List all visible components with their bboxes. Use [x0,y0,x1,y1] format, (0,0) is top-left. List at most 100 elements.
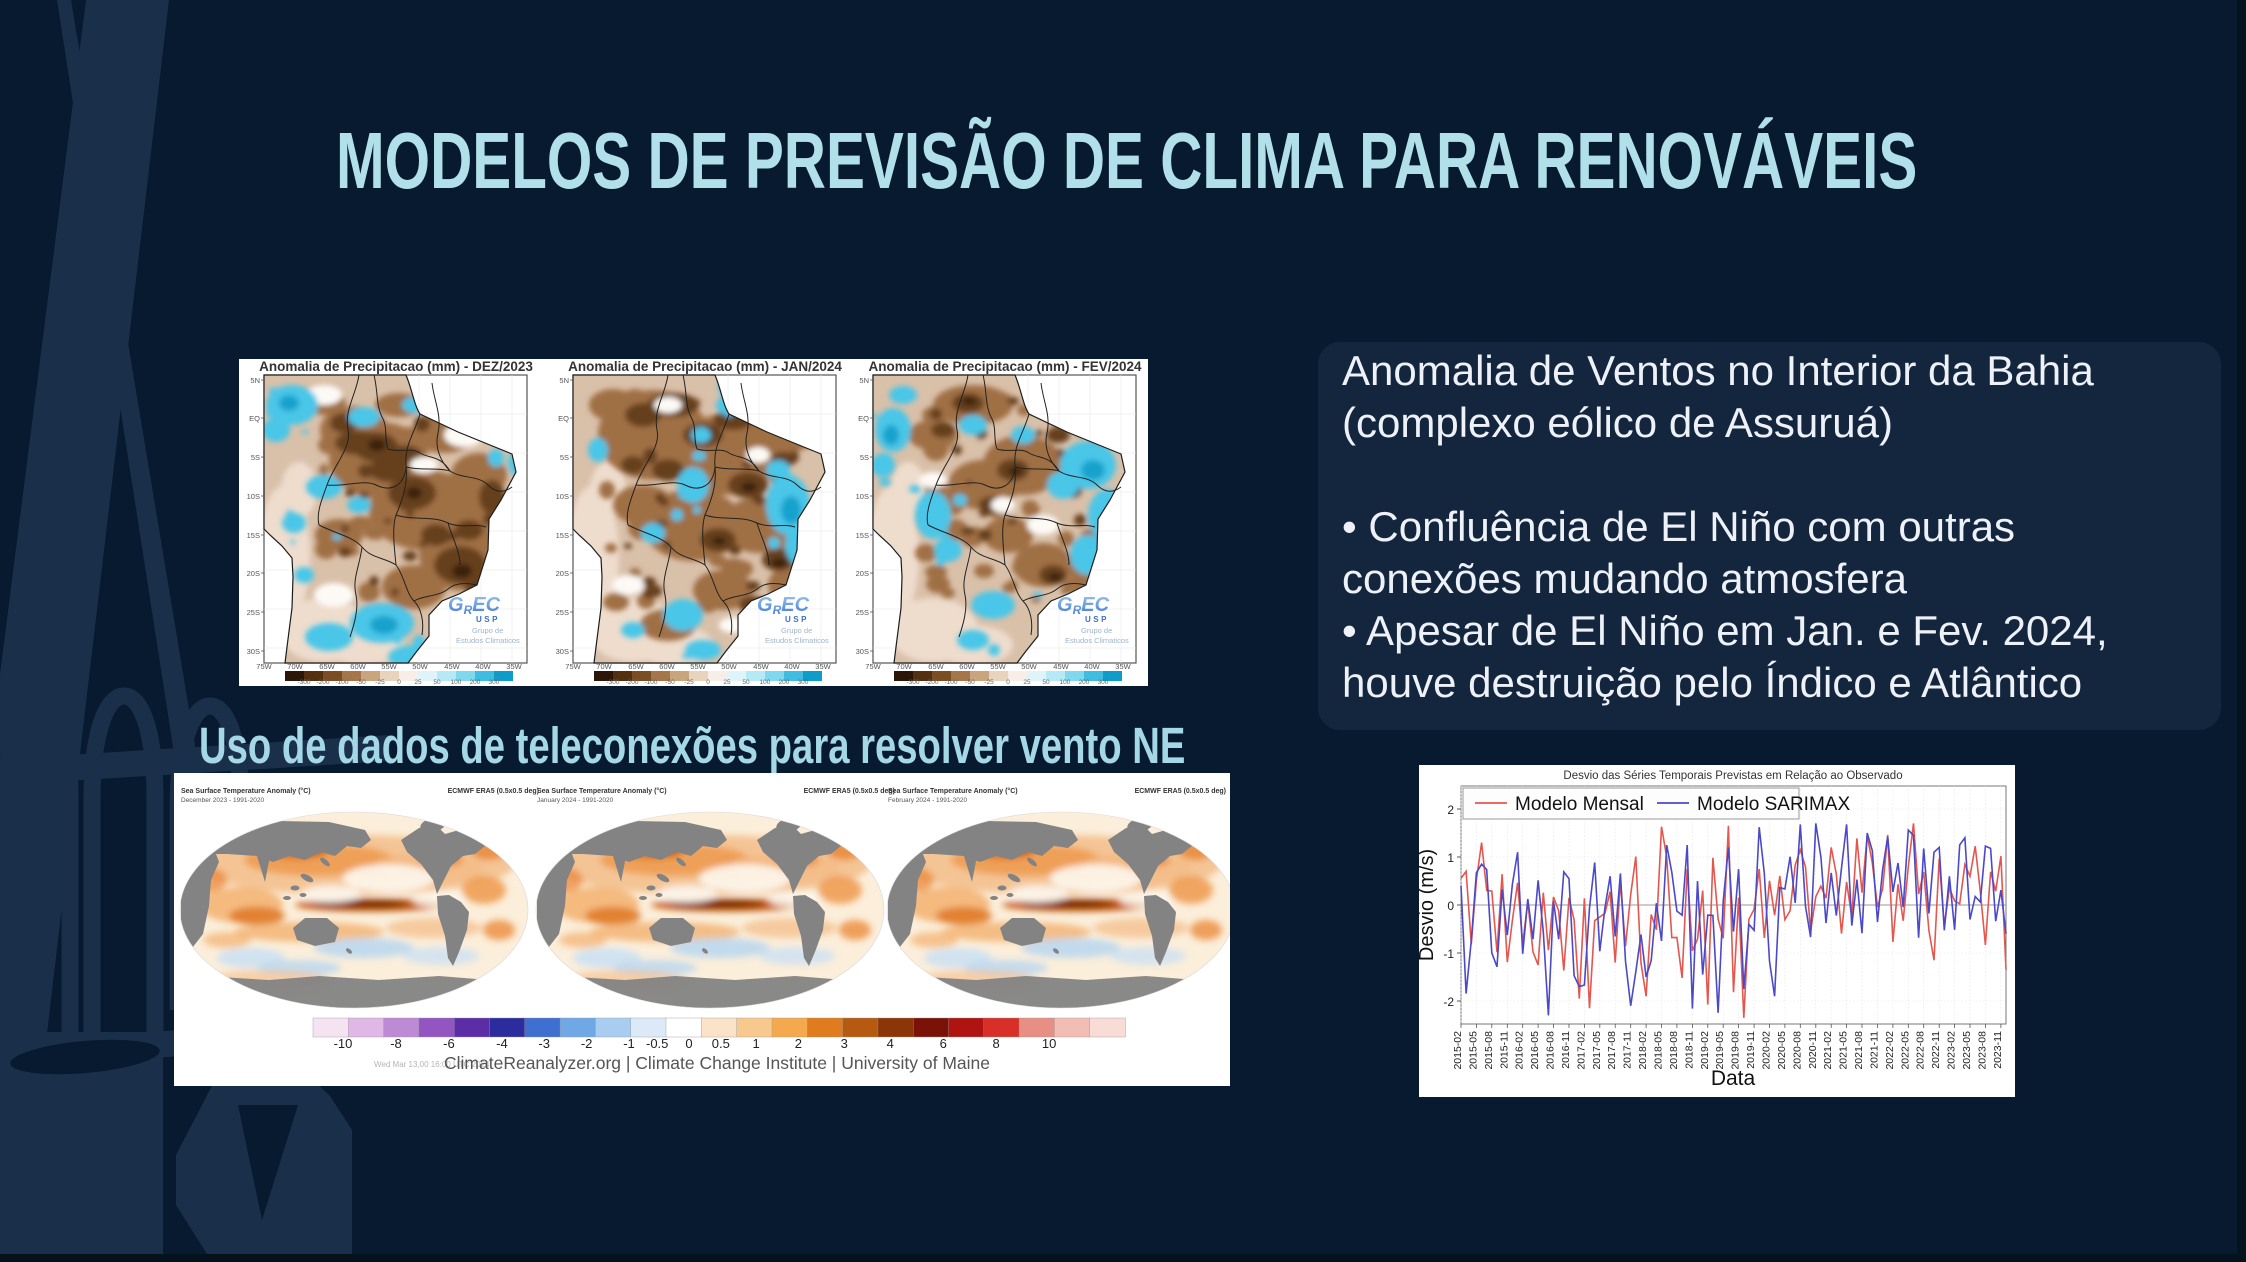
svg-text:Sea Surface Temperature Anomal: Sea Surface Temperature Anomaly (°C) [537,787,667,795]
svg-text:-2: -2 [1443,995,1454,1009]
svg-text:2023-08: 2023-08 [1976,1031,1988,1070]
svg-text:25: 25 [414,679,422,686]
svg-text:2018-02: 2018-02 [1637,1031,1649,1070]
svg-text:ECMWF ERA5 (0.5x0.5 deg): ECMWF ERA5 (0.5x0.5 deg) [448,788,539,795]
svg-text:ClimateReanalyzer.org | Climat: ClimateReanalyzer.org | Climate Change I… [444,1053,990,1073]
svg-text:2018-08: 2018-08 [1668,1031,1680,1070]
svg-text:2: 2 [795,1036,802,1051]
svg-text:25: 25 [723,679,731,686]
svg-text:200: 200 [1079,679,1090,686]
svg-text:-50: -50 [665,679,675,686]
svg-text:Wed Mar 13,00 16:00 UTC 2024: Wed Mar 13,00 16:00 UTC 2024 [374,1060,490,1069]
svg-text:-8: -8 [390,1036,402,1051]
svg-text:Modelo Mensal: Modelo Mensal [1515,794,1644,815]
svg-text:2015-02: 2015-02 [1452,1031,1464,1070]
svg-text:200: 200 [779,679,790,686]
svg-text:-2: -2 [581,1036,593,1051]
svg-text:2015-08: 2015-08 [1483,1031,1495,1070]
svg-text:2019-05: 2019-05 [1714,1031,1726,1070]
svg-text:3: 3 [841,1036,848,1051]
svg-text:8: 8 [992,1036,999,1051]
svg-text:2019-11: 2019-11 [1745,1031,1757,1069]
svg-text:1: 1 [1447,851,1454,865]
svg-text:Anomalia de Precipitacao (mm): Anomalia de Precipitacao (mm) - JAN/2024 [568,359,842,374]
svg-text:0: 0 [1006,679,1010,686]
svg-text:2022-08: 2022-08 [1915,1031,1927,1070]
svg-text:-6: -6 [443,1036,455,1051]
svg-text:2017-02: 2017-02 [1575,1031,1587,1070]
svg-text:-25: -25 [984,679,994,686]
svg-text:200: 200 [470,679,481,686]
svg-text:-25: -25 [684,679,694,686]
svg-text:-10: -10 [334,1036,353,1051]
svg-text:2018-05: 2018-05 [1653,1031,1665,1070]
svg-text:ECMWF ERA5 (0.5x0.5 deg): ECMWF ERA5 (0.5x0.5 deg) [804,788,895,795]
svg-text:2023-11: 2023-11 [1992,1031,2004,1069]
svg-text:-200: -200 [625,679,638,686]
svg-text:Anomalia de Precipitacao (mm): Anomalia de Precipitacao (mm) - FEV/2024 [868,359,1142,374]
svg-text:December 2023 - 1991-2020: December 2023 - 1991-2020 [181,797,264,804]
svg-text:February 2024 - 1991-2020: February 2024 - 1991-2020 [888,797,968,804]
svg-text:Sea Surface Temperature Anomal: Sea Surface Temperature Anomaly (°C) [181,787,311,795]
svg-text:-50: -50 [965,679,975,686]
svg-text:-200: -200 [925,679,938,686]
svg-text:2020-05: 2020-05 [1776,1031,1788,1070]
svg-text:-0.5: -0.5 [646,1036,668,1051]
svg-text:-50: -50 [356,679,366,686]
svg-text:-300: -300 [606,679,619,686]
svg-text:2019-02: 2019-02 [1699,1031,1711,1070]
svg-text:-100: -100 [644,679,657,686]
svg-text:2016-11: 2016-11 [1560,1031,1572,1069]
svg-text:100: 100 [760,679,771,686]
svg-text:2016-05: 2016-05 [1529,1031,1541,1070]
svg-text:2023-05: 2023-05 [1961,1031,1973,1070]
svg-text:2022-05: 2022-05 [1899,1031,1911,1070]
svg-text:-300: -300 [297,679,310,686]
svg-text:Desvio das Séries Temporais Pr: Desvio das Séries Temporais Previstas em… [1563,770,1902,782]
svg-text:10: 10 [1042,1036,1056,1051]
svg-text:2018-11: 2018-11 [1683,1031,1695,1069]
svg-text:2023-02: 2023-02 [1946,1031,1958,1070]
svg-text:Desvio (m/s): Desvio (m/s) [1419,849,1438,961]
svg-text:January 2024 - 1991-2020: January 2024 - 1991-2020 [537,797,614,804]
svg-text:-1: -1 [1443,947,1454,961]
svg-text:2022-11: 2022-11 [1930,1031,1942,1069]
svg-text:6: 6 [940,1036,947,1051]
svg-text:4: 4 [887,1036,894,1051]
svg-text:100: 100 [451,679,462,686]
svg-text:-200: -200 [316,679,329,686]
svg-text:50: 50 [742,679,750,686]
svg-text:100: 100 [1060,679,1071,686]
svg-text:2016-02: 2016-02 [1514,1031,1526,1070]
svg-text:2021-02: 2021-02 [1822,1031,1834,1070]
svg-text:0: 0 [706,679,710,686]
svg-text:0.5: 0.5 [712,1036,730,1051]
svg-text:2016-08: 2016-08 [1545,1031,1557,1070]
svg-text:2021-08: 2021-08 [1853,1031,1865,1070]
svg-text:300: 300 [489,679,500,686]
svg-text:25: 25 [1023,679,1031,686]
svg-text:Modelo SARIMAX: Modelo SARIMAX [1697,794,1850,815]
svg-text:Sea Surface Temperature Anomal: Sea Surface Temperature Anomaly (°C) [888,787,1018,795]
svg-text:2020-08: 2020-08 [1791,1031,1803,1070]
svg-text:50: 50 [433,679,441,686]
svg-text:-300: -300 [906,679,919,686]
svg-text:2020-02: 2020-02 [1761,1031,1773,1070]
svg-text:-100: -100 [335,679,348,686]
svg-text:2022-02: 2022-02 [1884,1031,1896,1070]
svg-text:-1: -1 [623,1036,635,1051]
svg-text:Data: Data [1711,1067,1756,1090]
svg-text:0: 0 [397,679,401,686]
svg-text:Anomalia de Precipitacao (mm): Anomalia de Precipitacao (mm) - DEZ/2023 [259,359,533,374]
svg-text:2: 2 [1447,803,1454,817]
svg-text:2021-11: 2021-11 [1869,1031,1881,1069]
svg-text:2020-11: 2020-11 [1807,1031,1819,1069]
svg-text:ECMWF ERA5 (0.5x0.5 deg): ECMWF ERA5 (0.5x0.5 deg) [1135,788,1226,795]
svg-text:-25: -25 [375,679,385,686]
svg-text:0: 0 [1447,899,1454,913]
svg-text:0: 0 [685,1036,692,1051]
svg-text:2017-11: 2017-11 [1622,1031,1634,1069]
svg-text:2015-05: 2015-05 [1467,1031,1479,1070]
svg-text:2021-05: 2021-05 [1838,1031,1850,1070]
svg-text:2015-11: 2015-11 [1498,1031,1510,1069]
